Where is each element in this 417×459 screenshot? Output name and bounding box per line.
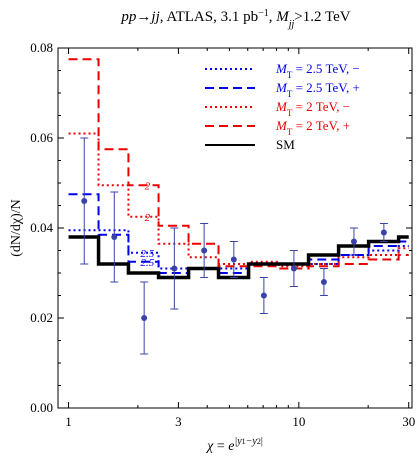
x-tick-label: 1 (65, 414, 72, 429)
y-tick-label: 0.08 (30, 40, 53, 55)
legend-label: SM (276, 137, 295, 152)
plot-frame (57, 47, 413, 409)
legend-label: MT = 2.5 TeV, − (275, 61, 360, 80)
x-tick-label: 3 (175, 414, 182, 429)
data-point (230, 256, 237, 263)
curve-label: 2 (145, 212, 151, 224)
series-line (68, 235, 409, 280)
y-tick-label: 0.02 (30, 310, 53, 325)
y-tick-label: 0.04 (30, 220, 53, 235)
data-point (380, 229, 387, 236)
chart-title: pp→jj, ATLAS, 3.1 pb−1, Mjj>1.2 TeV (120, 8, 350, 30)
legend-label: MT = 2.5 TeV, + (275, 80, 360, 99)
series-line (68, 58, 409, 270)
x-axis-label: χ = e|y1−y2| (205, 436, 263, 454)
x-tick-label: 10 (292, 414, 305, 429)
series-line (68, 193, 409, 274)
data-point (320, 279, 327, 285)
curve-label: 2.5 (141, 257, 155, 269)
data-point (81, 198, 88, 204)
y-axis-label: (dN/dχ)/N (9, 199, 24, 257)
y-tick-label: 0.00 (30, 400, 53, 415)
curve-label: 2.5 (141, 248, 155, 260)
data-point (111, 234, 118, 240)
x-tick-label: 30 (402, 414, 415, 429)
data-point (201, 247, 208, 254)
data-point (171, 265, 178, 272)
curve-label: 2 (145, 180, 151, 192)
data-point (290, 265, 297, 272)
legend-label: MT = 2 TeV, + (275, 118, 350, 137)
data-point (260, 292, 267, 299)
data-point (141, 315, 148, 321)
data-point (350, 238, 357, 245)
y-tick-label: 0.06 (30, 130, 53, 145)
legend-label: MT = 2 TeV, − (275, 99, 350, 118)
